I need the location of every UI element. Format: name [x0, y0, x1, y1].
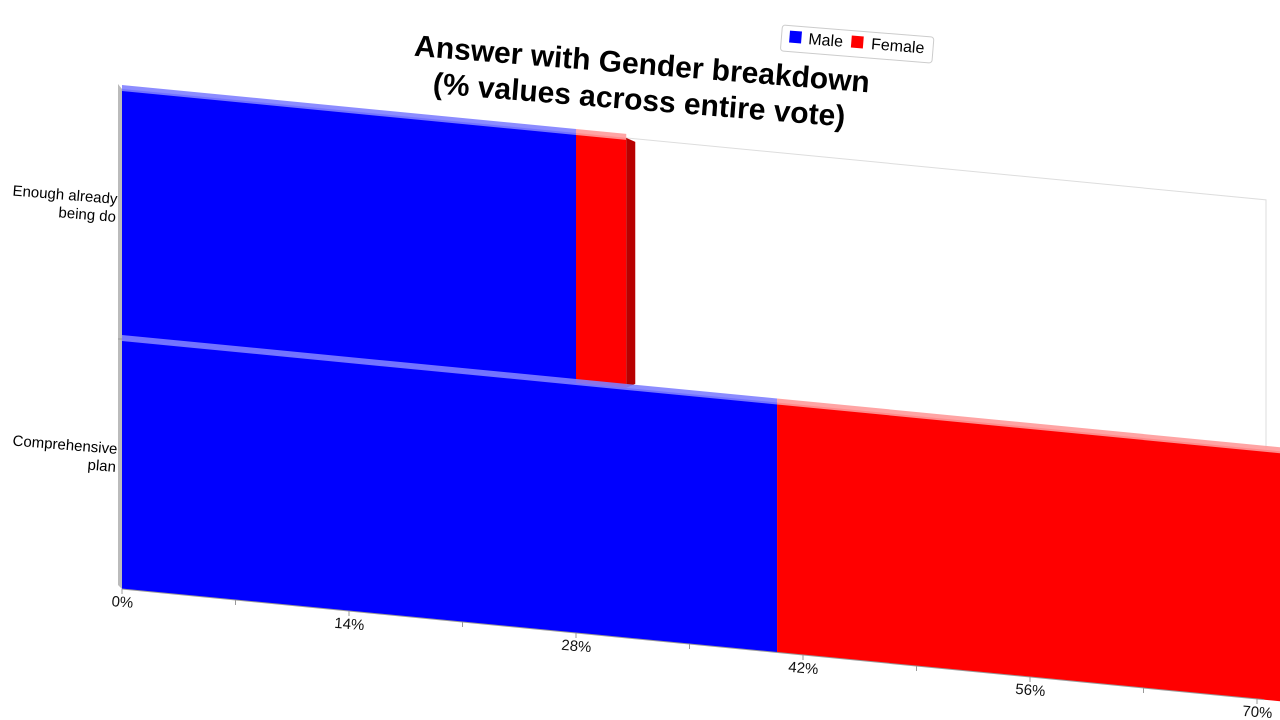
- x-tick-label: 14%: [334, 615, 365, 634]
- legend-label-female: Female: [870, 36, 925, 57]
- bar-male-0: [122, 89, 576, 383]
- bars-group: [122, 85, 1280, 702]
- category-label-line: plan: [87, 457, 117, 476]
- legend-swatch-female: [850, 35, 864, 49]
- x-axis: 0% 14% 28% 42% 56% 70%: [111, 588, 1273, 720]
- category-label-line: being do: [58, 204, 117, 226]
- x-axis-line: [121, 588, 1265, 701]
- x-tick-label: 56%: [1015, 681, 1046, 700]
- bar-female-0: [576, 133, 627, 388]
- x-tick-label: 42%: [788, 659, 819, 678]
- x-tick-label: 70%: [1242, 703, 1273, 720]
- bar-top-female-0: [576, 129, 627, 140]
- bar-male-1: [122, 339, 778, 653]
- legend: Male Female: [780, 24, 935, 64]
- legend-label-male: Male: [808, 31, 844, 51]
- plot-left-wall: [118, 84, 122, 589]
- x-tick-label: 28%: [561, 637, 592, 656]
- bar-top-male-1: [122, 335, 778, 405]
- bar-female-1: [777, 402, 1280, 702]
- bar-end-cap-0: [626, 137, 636, 388]
- x-tick-label: 0%: [111, 593, 134, 612]
- legend-swatch-male: [789, 30, 802, 44]
- bar-top-male-0: [122, 85, 576, 135]
- bar-top-female-1: [777, 398, 1280, 454]
- category-label-line: Comprehensive: [12, 433, 118, 458]
